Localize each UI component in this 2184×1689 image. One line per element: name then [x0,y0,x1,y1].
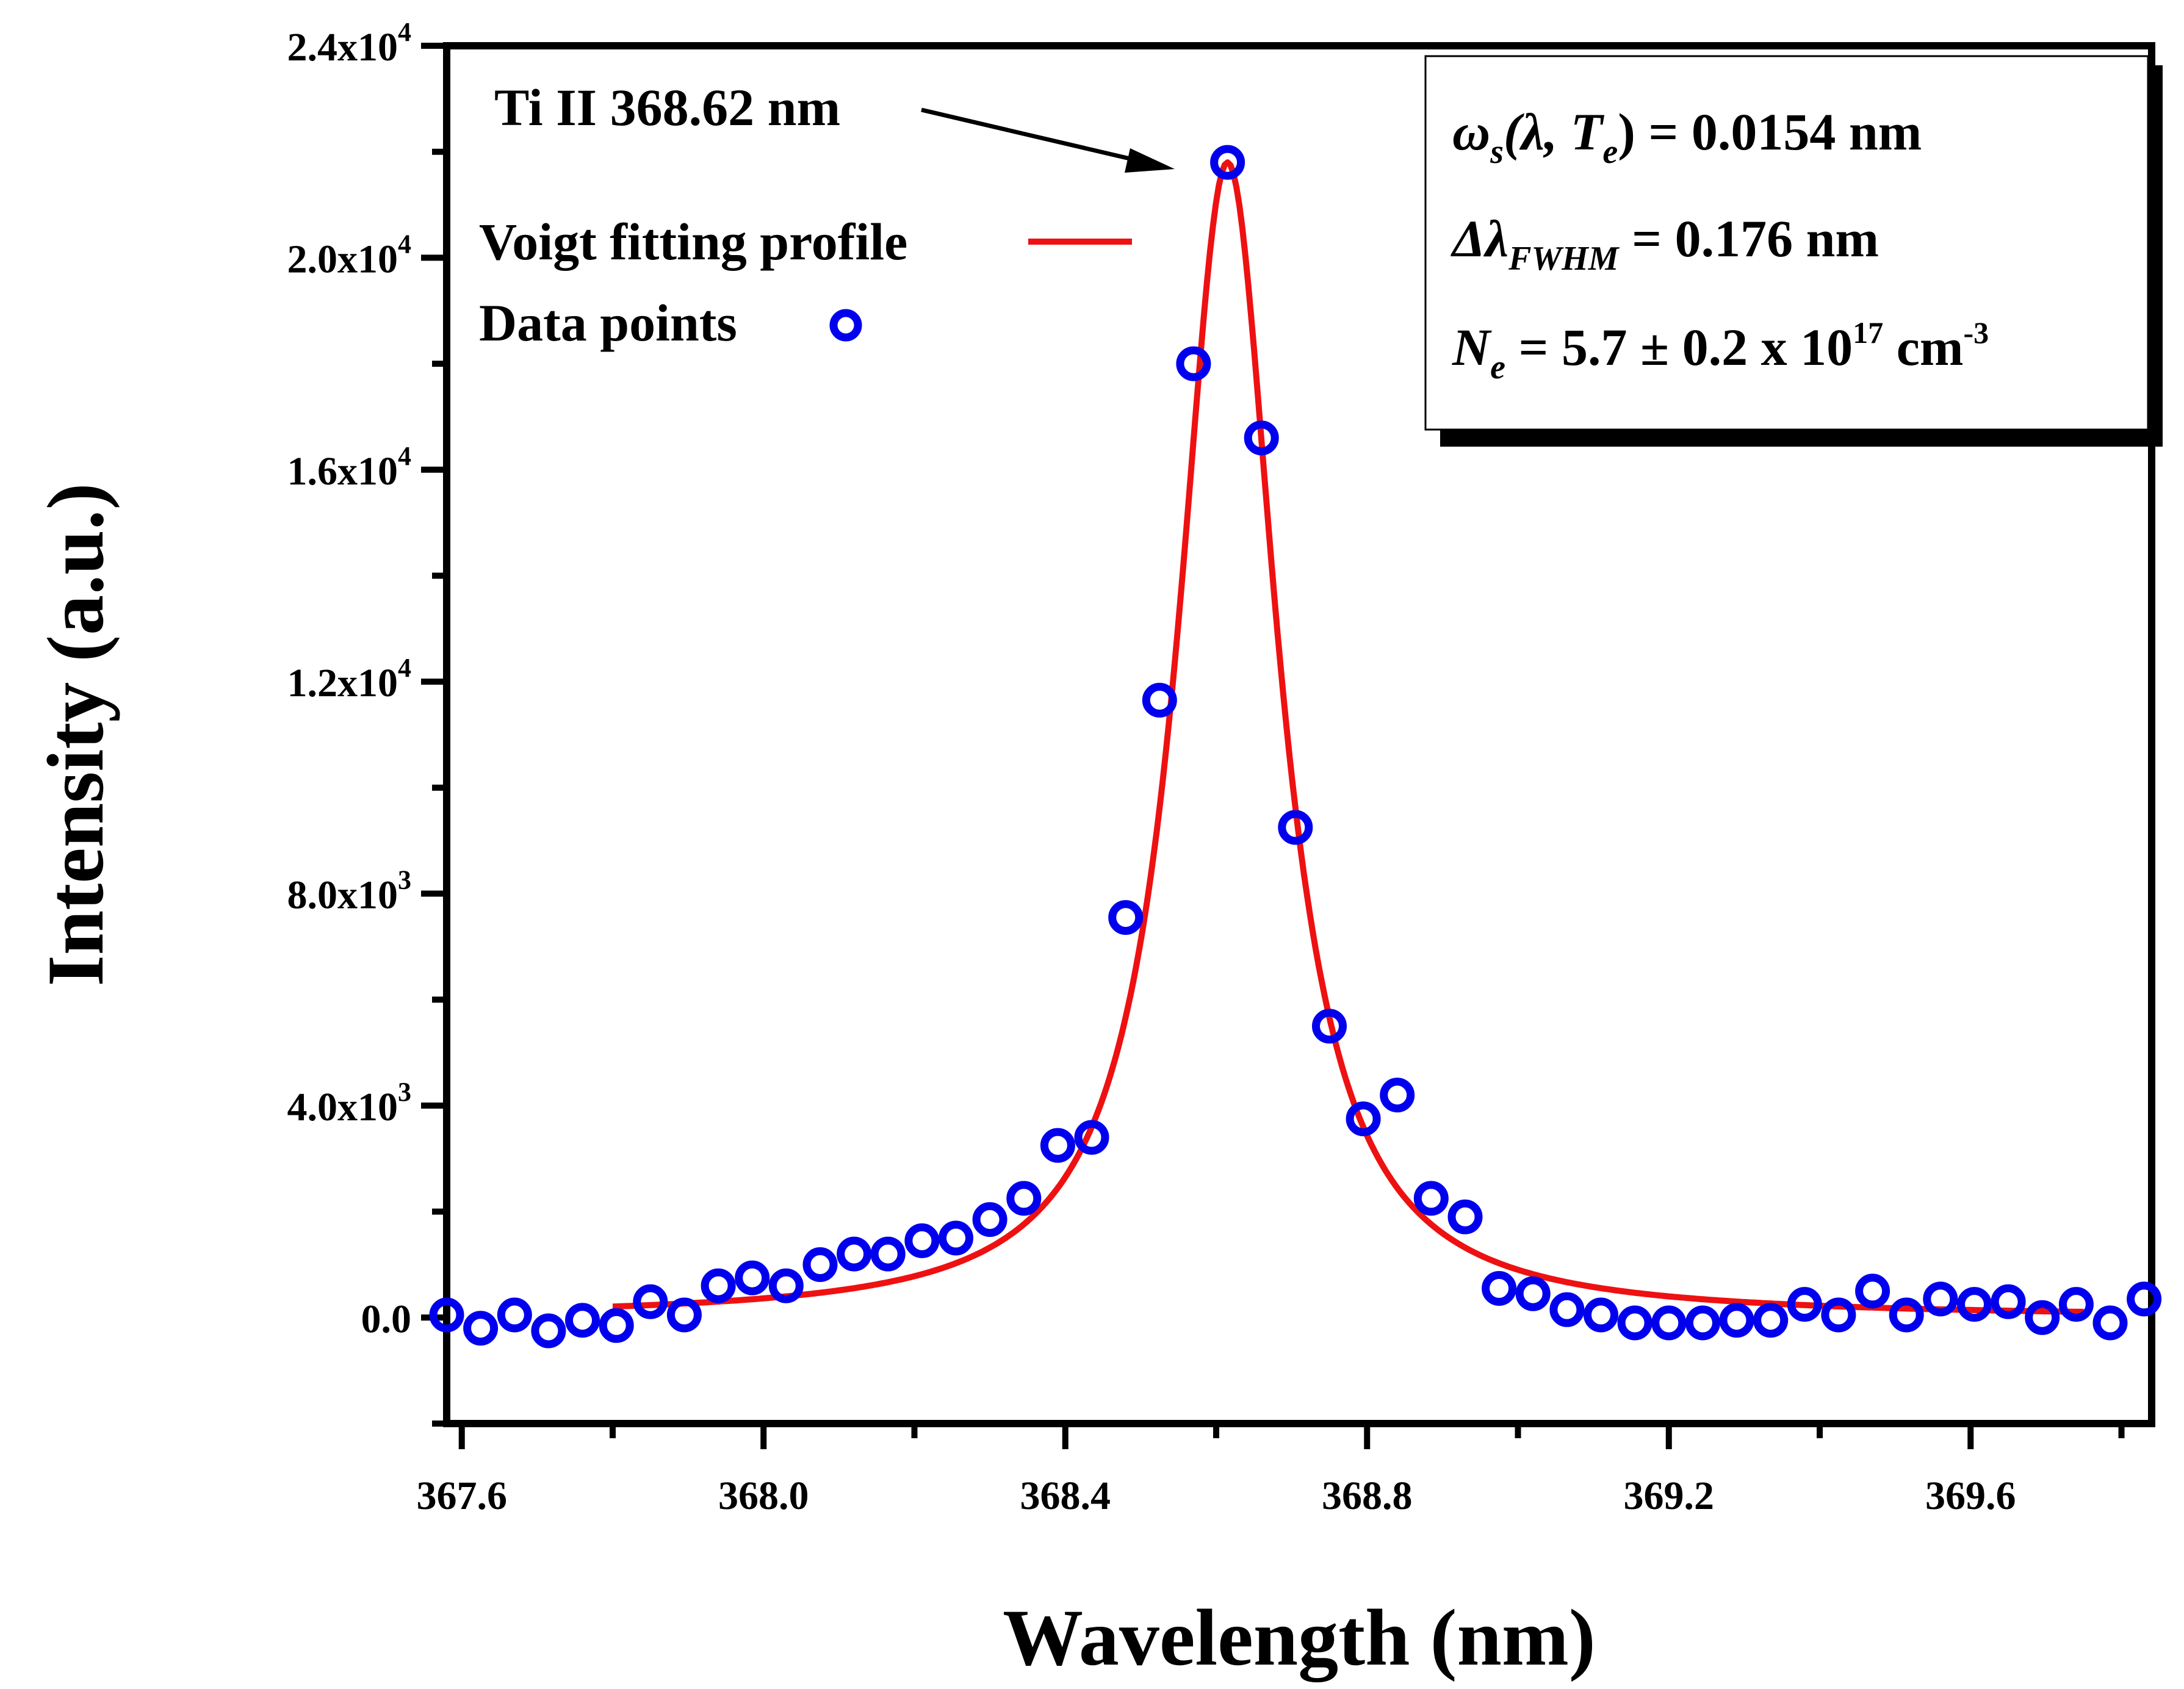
info-line-density: Ne = 5.7 ± 0.2 x 1017 cm-3 [1452,315,1989,386]
x-tick-label: 368.0 [718,1474,809,1518]
data-point [1040,1128,1075,1163]
data-point [1413,1181,1449,1216]
data-point [1889,1297,1924,1333]
data-point [1719,1303,1754,1338]
y-axis: 0.0 4.0x103 8.0x103 1.2x104 1.6x104 2.0x104 2.… [287,17,447,1427]
data-point [429,1297,464,1333]
data-point [2025,1300,2060,1335]
annotation-arrow-head [1125,148,1175,173]
data-point [463,1311,499,1346]
y-axis-title: Intensity (a.u.) [31,483,120,986]
legend-label-fit: Voigt fitting profile [479,212,907,271]
data-point [735,1260,770,1295]
data-point [1753,1303,1789,1338]
x-axis-title: Wavelength (nm) [1003,1593,1596,1682]
legend-swatch-data [829,309,862,342]
info-box-frame [1424,55,2149,431]
y-tick-label: 1.2x104 [287,653,412,705]
data-point [1074,1120,1109,1155]
data-point [1855,1273,1890,1309]
data-point [1685,1305,1720,1341]
data-point [1312,1009,1347,1044]
x-tick-label: 368.4 [1020,1474,1111,1518]
y-tick-label: 4.0x103 [287,1077,412,1129]
data-point [1447,1199,1483,1234]
data-point [870,1236,906,1272]
data-point [701,1268,736,1303]
data-point [1821,1297,1856,1333]
annotation-arrow-line [921,107,1136,162]
y-tick-label: 2.0x104 [287,229,412,281]
y-tick-label: 0.0 [361,1297,412,1341]
x-tick-label: 368.8 [1322,1474,1413,1518]
data-points [429,145,2162,1349]
plot-frame [443,42,2155,1427]
data-point [1923,1281,1958,1317]
data-point [802,1247,838,1282]
data-point [531,1313,566,1349]
data-point [1482,1271,1517,1306]
data-point [1957,1287,1992,1322]
data-point [2058,1287,2094,1322]
data-point [837,1236,872,1272]
data-point [565,1303,600,1338]
data-point [1549,1292,1585,1327]
x-axis: 367.6 368.0 368.4 368.8 369.2 369.6 [416,1424,2125,1518]
data-point [497,1297,532,1333]
data-point [2127,1281,2162,1317]
data-point [599,1308,634,1343]
data-point [1142,683,1177,718]
data-point [939,1220,973,1256]
y-tick-label: 2.4x104 [287,17,412,70]
data-point [1006,1181,1042,1216]
data-point [904,1223,940,1258]
data-point [768,1268,804,1303]
data-point [1515,1276,1551,1311]
data-point [1617,1305,1652,1341]
x-tick-label: 369.2 [1624,1474,1715,1518]
data-point [1787,1287,1822,1322]
data-point [2092,1305,2128,1341]
data-point [633,1284,668,1319]
legend-label-data: Data points [479,294,737,352]
data-point [1346,1101,1381,1137]
data-point [1278,810,1313,845]
data-point [1176,346,1211,381]
data-point [972,1202,1007,1237]
data-point [1108,900,1144,935]
data-point [1210,145,1245,180]
data-point [1991,1284,2026,1319]
x-tick-label: 367.6 [416,1474,507,1518]
info-box: ωs(λ, Te) = 0.0154 nm ΔλFWHM = 0.176 nm … [1424,55,2163,447]
data-point [1584,1297,1618,1333]
y-tick-label: 1.6x104 [287,441,412,494]
data-point [1380,1078,1415,1113]
data-point [1244,420,1279,456]
info-line-stark-width: ωs(λ, Te) = 0.0154 nm [1452,103,1922,171]
x-tick-label: 369.6 [1925,1474,2016,1518]
peak-annotation: Ti II 368.62 nm [494,78,840,137]
y-tick-label: 8.0x103 [287,865,412,918]
voigt-fit-line [612,159,2084,1315]
info-line-fwhm: ΔλFWHM = 0.176 nm [1451,209,1879,278]
data-point [1651,1305,1687,1341]
legend: Voigt fitting profile Data points [479,212,1132,352]
data-point [666,1297,702,1333]
